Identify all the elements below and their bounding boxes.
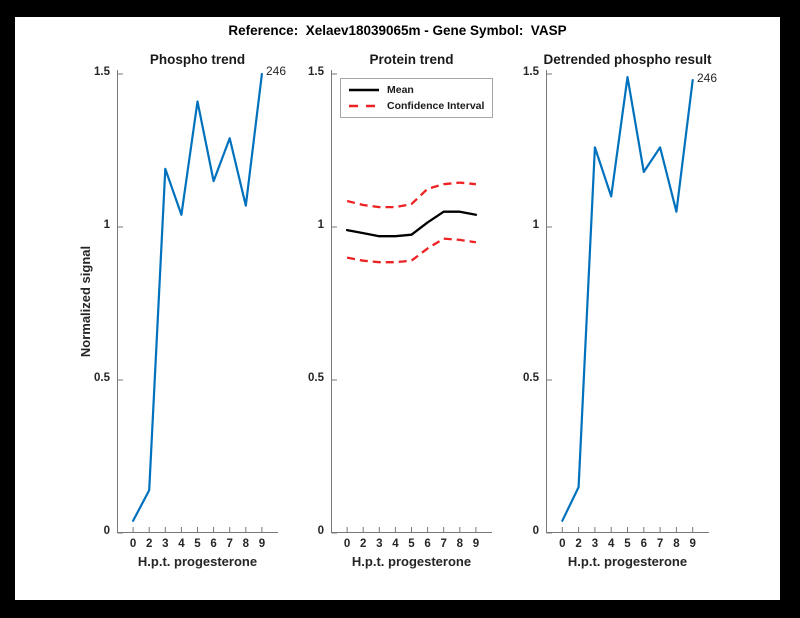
series-confidence-upper xyxy=(346,181,477,209)
series-mean xyxy=(345,210,478,238)
x-tick-label: 6 xyxy=(424,538,431,550)
x-axis-label: H.p.t. progesterone xyxy=(567,554,688,569)
x-tick-label: 0 xyxy=(129,538,137,550)
x-tick-label: 4 xyxy=(178,538,185,550)
y-tick-label: 1 xyxy=(532,219,539,231)
y-tick-label: 0 xyxy=(317,525,324,537)
confidence-line-swatch xyxy=(349,104,379,108)
y-tick-label: 1.5 xyxy=(523,66,539,78)
series-phospho-signal xyxy=(132,72,263,522)
subplot-detrended-phospho: Detrended phospho result H.p.t. progeste… xyxy=(523,52,717,569)
legend-label: Confidence Interval xyxy=(387,100,485,112)
y-tick-label: 0.5 xyxy=(94,372,110,384)
x-tick-label: 9 xyxy=(258,538,266,550)
detrended-phospho-plot xyxy=(546,70,709,534)
x-tick-label: 8 xyxy=(673,538,680,550)
x-tick-label: 2 xyxy=(575,538,582,550)
legend-label: Mean xyxy=(387,84,414,96)
x-tick-label: 5 xyxy=(408,538,415,550)
x-tick-label: 6 xyxy=(210,538,217,550)
subplot-title: Protein trend xyxy=(369,52,454,67)
x-tick-label: 5 xyxy=(194,538,201,550)
protein-trend-plot xyxy=(331,70,492,534)
endpoint-label: 246 xyxy=(697,71,718,85)
series-confidence-lower xyxy=(346,237,477,264)
subplot-title: Detrended phospho result xyxy=(543,52,712,67)
x-tick-label: 8 xyxy=(456,538,463,550)
y-tick-label: 0.5 xyxy=(523,372,539,384)
x-tick-label: 5 xyxy=(624,538,631,550)
y-tick-label: 1 xyxy=(103,219,110,231)
x-tick-label: 8 xyxy=(242,538,249,550)
legend: Mean Confidence Interval xyxy=(340,78,493,118)
x-tick-label: 7 xyxy=(226,538,233,550)
x-tick-label: 2 xyxy=(359,538,367,550)
x-tick-label: 9 xyxy=(689,538,696,550)
x-axis-label: H.p.t. progesterone xyxy=(137,554,258,569)
series-detrended-phospho-signal xyxy=(561,75,694,522)
y-tick-label: 1.5 xyxy=(308,66,324,78)
y-tick-label: 1 xyxy=(317,219,324,231)
x-tick-label: 2 xyxy=(145,538,153,550)
subplot-title: Phospho trend xyxy=(149,52,246,67)
y-tick-label: 0 xyxy=(532,525,539,537)
subplot-protein-trend: Protein trend H.p.t. progesterone Mean C… xyxy=(308,52,493,569)
y-tick-label: 1.5 xyxy=(94,66,110,78)
subplot-phospho-trend: Phospho trend Normalized signal H.p.t. p… xyxy=(79,52,287,569)
y-tick-label: 0 xyxy=(103,525,110,537)
legend-entry-mean: Mean xyxy=(348,82,492,98)
x-tick-label: 0 xyxy=(559,538,566,550)
x-tick-label: 7 xyxy=(656,538,664,550)
x-tick-label: 3 xyxy=(376,538,383,550)
y-axis-label: Normalized signal xyxy=(78,245,94,358)
x-axis-label: H.p.t. progesterone xyxy=(351,554,472,569)
x-tick-label: 6 xyxy=(640,538,647,550)
figure-title: Reference: Xelaev18039065m - Gene Symbol… xyxy=(228,23,567,38)
x-tick-label: 3 xyxy=(591,538,599,550)
x-tick-label: 7 xyxy=(440,538,447,550)
y-tick-label: 0.5 xyxy=(308,372,324,384)
x-tick-label: 4 xyxy=(607,538,615,550)
mean-line-swatch xyxy=(349,88,379,92)
endpoint-label: 246 xyxy=(266,64,287,78)
legend-entry-confidence-interval: Confidence Interval xyxy=(348,98,492,114)
phospho-trend-plot xyxy=(117,70,278,534)
x-tick-label: 0 xyxy=(343,538,351,550)
figure: Reference: Xelaev18039065m - Gene Symbol… xyxy=(15,17,780,600)
x-tick-label: 3 xyxy=(162,538,169,550)
x-tick-label: 9 xyxy=(472,538,480,550)
x-tick-label: 4 xyxy=(392,538,399,550)
